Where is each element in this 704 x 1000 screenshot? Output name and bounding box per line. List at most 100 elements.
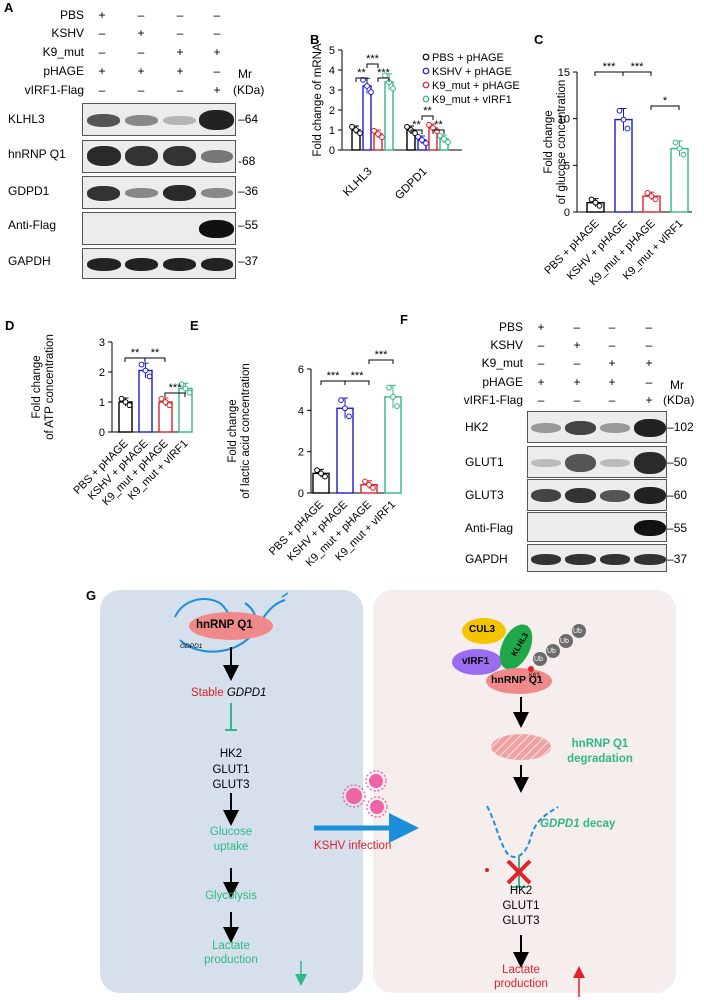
ub-label: Ub [560, 638, 569, 645]
condition-sign: – [573, 393, 581, 407]
target-gene-label: HK2 [509, 885, 533, 897]
panel-label-c: C [534, 32, 544, 47]
y-tick-label: 3 [329, 85, 335, 97]
mr-label: Mr [238, 67, 252, 81]
significance-label: * [663, 95, 668, 107]
data-point [620, 116, 627, 123]
legend-marker [422, 95, 430, 103]
blot-row-label: GLUT1 [465, 455, 504, 469]
blot-strip-glut3 [527, 479, 667, 511]
data-point [404, 123, 410, 130]
y-tick-label: 0 [99, 427, 105, 439]
significance-bracket [144, 357, 166, 362]
gdpd1-mrna-label: GDPD1 [180, 643, 203, 650]
y-tick-label: 1 [329, 125, 335, 137]
data-point [386, 384, 392, 391]
condition-sign: + [213, 45, 221, 59]
glucose-uptake-label: Glucose [209, 826, 253, 838]
mw-marker: –64 [238, 112, 259, 126]
blot-strip-gdpd1 [82, 176, 236, 209]
condition-sign: + [645, 393, 653, 407]
data-point [652, 196, 659, 203]
condition-sign: – [176, 8, 184, 22]
data-bar [670, 147, 689, 213]
mw-marker: -68 [238, 154, 256, 168]
condition-sign: – [573, 320, 581, 334]
condition-sign: – [645, 338, 653, 352]
mw-marker: –37 [667, 552, 688, 566]
y-tick-label: 3 [99, 337, 105, 349]
decaying-mrna [486, 805, 559, 859]
y-tick-label: 15 [558, 67, 570, 79]
data-point [158, 395, 165, 402]
condition-label: vIRF1-Flag [463, 393, 523, 407]
significance-bracket [355, 77, 368, 82]
condition-sign: + [645, 356, 653, 370]
data-point [349, 123, 355, 130]
y-tick-label: 4 [298, 405, 304, 417]
data-point [353, 127, 359, 133]
significance-label: ** [357, 67, 366, 79]
data-point [423, 140, 429, 147]
kda-label: (KDa) [663, 393, 695, 407]
data-point [362, 478, 368, 485]
y-axis-label: of glucose concentration [556, 80, 568, 205]
condition-sign: + [608, 375, 616, 389]
significance-bracket [377, 77, 390, 82]
y-axis-label: Fold change [543, 110, 555, 173]
data-point [592, 199, 599, 206]
blot-strip-gapdh [527, 544, 667, 572]
blot-strip-hnrnpq1 [82, 140, 236, 173]
condition-label: K9_mut [42, 45, 84, 59]
data-point [142, 367, 149, 374]
condition-sign: – [213, 64, 221, 78]
virf1-protein [452, 649, 502, 675]
blot-strip-glut1 [527, 446, 667, 478]
data-point [441, 136, 447, 142]
y-tick-label: 2 [99, 367, 105, 379]
blot-strip-gapdh [82, 248, 236, 279]
data-bar [362, 85, 372, 151]
mw-marker: –102 [667, 420, 694, 434]
kshv-infection-label: KSHV infection [314, 840, 392, 852]
target-gene-label: GLUT3 [502, 915, 540, 927]
data-point [122, 399, 129, 405]
condition-sign: + [573, 375, 581, 389]
significance-label: *** [351, 370, 365, 382]
condition-sign: – [137, 8, 145, 22]
mw-marker: –37 [238, 254, 259, 268]
condition-sign: – [98, 45, 106, 59]
data-point [616, 107, 623, 114]
condition-sign: + [213, 83, 221, 97]
mw-marker: –55 [238, 218, 259, 232]
condition-label: pHAGE [43, 64, 84, 78]
target-gene-label: GLUT1 [502, 900, 540, 912]
data-point [368, 89, 374, 96]
data-point [379, 134, 385, 141]
data-point [672, 139, 679, 146]
significance-label: *** [377, 67, 391, 79]
target-gene-label: GLUT1 [212, 764, 250, 776]
lactate-production-label: Lactate [212, 940, 250, 952]
legend-marker [422, 81, 430, 89]
data-point [375, 131, 381, 137]
y-axis-label: Fold change [227, 399, 239, 462]
y-tick-label: 2 [329, 105, 335, 117]
blot-row-label: hnRNP Q1 [8, 147, 66, 161]
significance-bracket [164, 392, 186, 397]
condition-sign: – [137, 83, 145, 97]
condition-sign: – [608, 338, 616, 352]
virus-particle-icon [346, 774, 384, 814]
data-point [588, 196, 595, 203]
blot-strip-klhl3 [82, 103, 236, 136]
data-point [445, 139, 451, 146]
legend-label: K9_mut + pHAGE [432, 80, 520, 92]
data-point [390, 85, 396, 92]
condition-sign: – [137, 45, 145, 59]
data-point [322, 473, 328, 480]
condition-sign: + [537, 375, 545, 389]
blot-row-label: GLUT3 [465, 488, 504, 502]
gdpd1-decay-label: GDPD1 decay [540, 818, 616, 830]
lactate-production-label: production [204, 954, 258, 966]
virf1-label: vIRF1 [462, 656, 490, 667]
